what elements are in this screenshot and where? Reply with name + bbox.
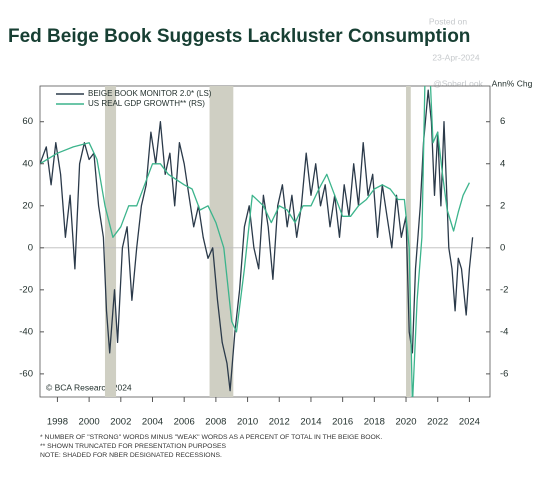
footnote: NOTE: SHADED FOR NBER DESIGNATED RECESSI… <box>40 452 222 459</box>
y-tick-label: -60 <box>19 368 33 379</box>
y2-tick-label: -6 <box>500 368 508 379</box>
watermark: Posted on <box>429 16 468 26</box>
x-tick-label: 2022 <box>427 417 448 428</box>
source: © BCA Research 2024 <box>46 382 132 392</box>
y2-tick-label: 0 <box>500 242 505 253</box>
y-tick-label: -40 <box>19 326 33 337</box>
plot-area <box>40 86 490 397</box>
x-tick-label: 2012 <box>269 417 290 428</box>
footnote: ** SHOWN TRUNCATED FOR PRESENTATION PURP… <box>40 443 227 450</box>
y-tick-label: -20 <box>19 284 33 295</box>
x-tick-label: 2010 <box>237 417 258 428</box>
y-tick-label: 20 <box>22 200 33 211</box>
y2-tick-label: -2 <box>500 284 508 295</box>
x-tick-label: 2014 <box>300 417 321 428</box>
legend-label: US REAL GDP GROWTH** (RS) <box>88 99 205 108</box>
plot-frame <box>39 85 491 398</box>
legend-label: BEIGE BOOK MONITOR 2.0* (LS) <box>88 89 212 98</box>
x-tick-label: 2018 <box>364 417 385 428</box>
x-tick-label: 2000 <box>79 417 100 428</box>
y-tick-label: 0 <box>28 242 33 253</box>
recession-band <box>104 86 117 397</box>
x-tick-label: 2004 <box>142 417 163 428</box>
watermark: @SoberLook <box>433 78 483 88</box>
y-tick-label: 40 <box>22 158 33 169</box>
watermark: 23-Apr-2024 <box>432 52 480 62</box>
x-tick-label: 2020 <box>395 417 416 428</box>
y2-tick-label: 2 <box>500 200 505 211</box>
x-tick-label: 2002 <box>110 417 131 428</box>
x-tick-label: 2008 <box>205 417 226 428</box>
chart-title: Fed Beige Book Suggests Lackluster Consu… <box>8 26 470 47</box>
y2-axis-label: Ann% Chg <box>492 78 533 88</box>
series-line <box>40 86 470 397</box>
y2-tick-label: 4 <box>500 158 505 169</box>
y-tick-label: 60 <box>22 116 33 127</box>
x-tick-label: 1998 <box>47 417 68 428</box>
y2-tick-label: 6 <box>500 116 505 127</box>
x-tick-label: 2006 <box>174 417 195 428</box>
footnote: * NUMBER OF "STRONG" WORDS MINUS "WEAK" … <box>40 434 382 441</box>
y2-tick-label: -4 <box>500 326 508 337</box>
x-tick-label: 2016 <box>332 417 353 428</box>
x-tick-label: 2024 <box>459 417 480 428</box>
